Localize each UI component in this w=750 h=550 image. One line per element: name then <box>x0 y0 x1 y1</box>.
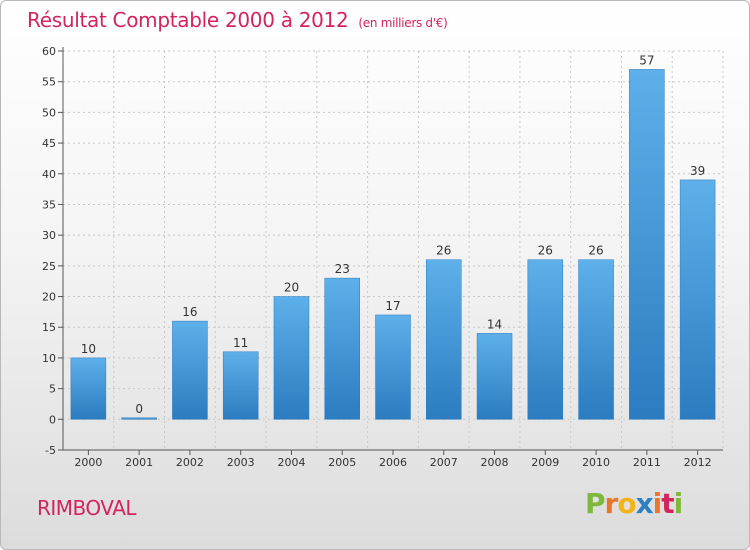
bar <box>121 417 157 420</box>
y-tick-label: 60 <box>42 45 56 58</box>
data-label: 14 <box>487 317 502 331</box>
y-tick-label: 45 <box>42 137 56 150</box>
bar <box>70 357 107 420</box>
y-tick-label: 40 <box>42 168 56 181</box>
bar <box>679 179 716 420</box>
place-name: RIMBOVAL <box>37 496 137 520</box>
data-label: 26 <box>588 244 603 258</box>
x-tick-label: 2007 <box>430 456 458 469</box>
data-label: 26 <box>538 244 553 258</box>
bar <box>476 333 513 420</box>
x-tick-label: 2010 <box>582 456 610 469</box>
logo-letter: P <box>585 487 606 520</box>
data-label: 10 <box>81 342 96 356</box>
y-tick-label: 50 <box>42 106 56 119</box>
y-tick-label: 5 <box>49 383 56 396</box>
x-tick-label: 2005 <box>328 456 356 469</box>
data-label: 11 <box>233 336 248 350</box>
bar <box>172 320 208 420</box>
data-label: 57 <box>639 53 654 67</box>
y-tick-label: 0 <box>49 413 56 426</box>
data-label: 39 <box>690 164 705 178</box>
y-tick-label: 55 <box>42 76 56 89</box>
data-label: 20 <box>284 281 299 295</box>
logo-letter: o <box>617 487 636 520</box>
y-tick-label: 25 <box>42 260 56 273</box>
x-tick-label: 2008 <box>481 456 509 469</box>
bar <box>426 259 462 420</box>
chart-title: Résultat Comptable 2000 à 2012 (en millie… <box>27 8 448 32</box>
proxiti-logo: Proxiti <box>585 487 684 520</box>
x-tick-label: 2004 <box>277 456 305 469</box>
chart-subtitle: (en milliers d'€) <box>358 16 448 30</box>
y-tick-label: 15 <box>42 321 56 334</box>
y-tick-label: 35 <box>42 198 56 211</box>
x-tick-label: 2000 <box>74 456 102 469</box>
logo-letter: x <box>635 487 654 520</box>
y-tick-label: 20 <box>42 291 56 304</box>
logo-letter: r <box>604 487 619 520</box>
bar <box>222 351 259 420</box>
data-label: 26 <box>436 244 451 258</box>
bar <box>324 277 360 420</box>
y-tick-label: 10 <box>42 352 56 365</box>
y-tick-label: 30 <box>42 229 56 242</box>
x-tick-label: 2011 <box>633 456 661 469</box>
data-label: 0 <box>135 402 143 416</box>
bar <box>375 314 411 420</box>
data-label: 16 <box>182 305 197 319</box>
chart-title-text: Résultat Comptable 2000 à 2012 <box>27 8 349 32</box>
bar <box>578 259 614 420</box>
data-label: 17 <box>385 299 400 313</box>
logo-letter: i <box>673 487 684 520</box>
x-tick-label: 2003 <box>227 456 255 469</box>
data-label: 23 <box>335 262 350 276</box>
logo-letter: t <box>661 487 674 520</box>
x-tick-label: 2009 <box>531 456 559 469</box>
x-tick-label: 2006 <box>379 456 407 469</box>
bar <box>629 69 665 420</box>
x-tick-label: 2012 <box>684 456 712 469</box>
logo-letter: i <box>652 487 663 520</box>
bar <box>273 296 310 420</box>
bar <box>527 259 564 420</box>
x-tick-label: 2002 <box>176 456 204 469</box>
y-tick-label: -5 <box>45 444 56 457</box>
x-tick-label: 2001 <box>125 456 153 469</box>
